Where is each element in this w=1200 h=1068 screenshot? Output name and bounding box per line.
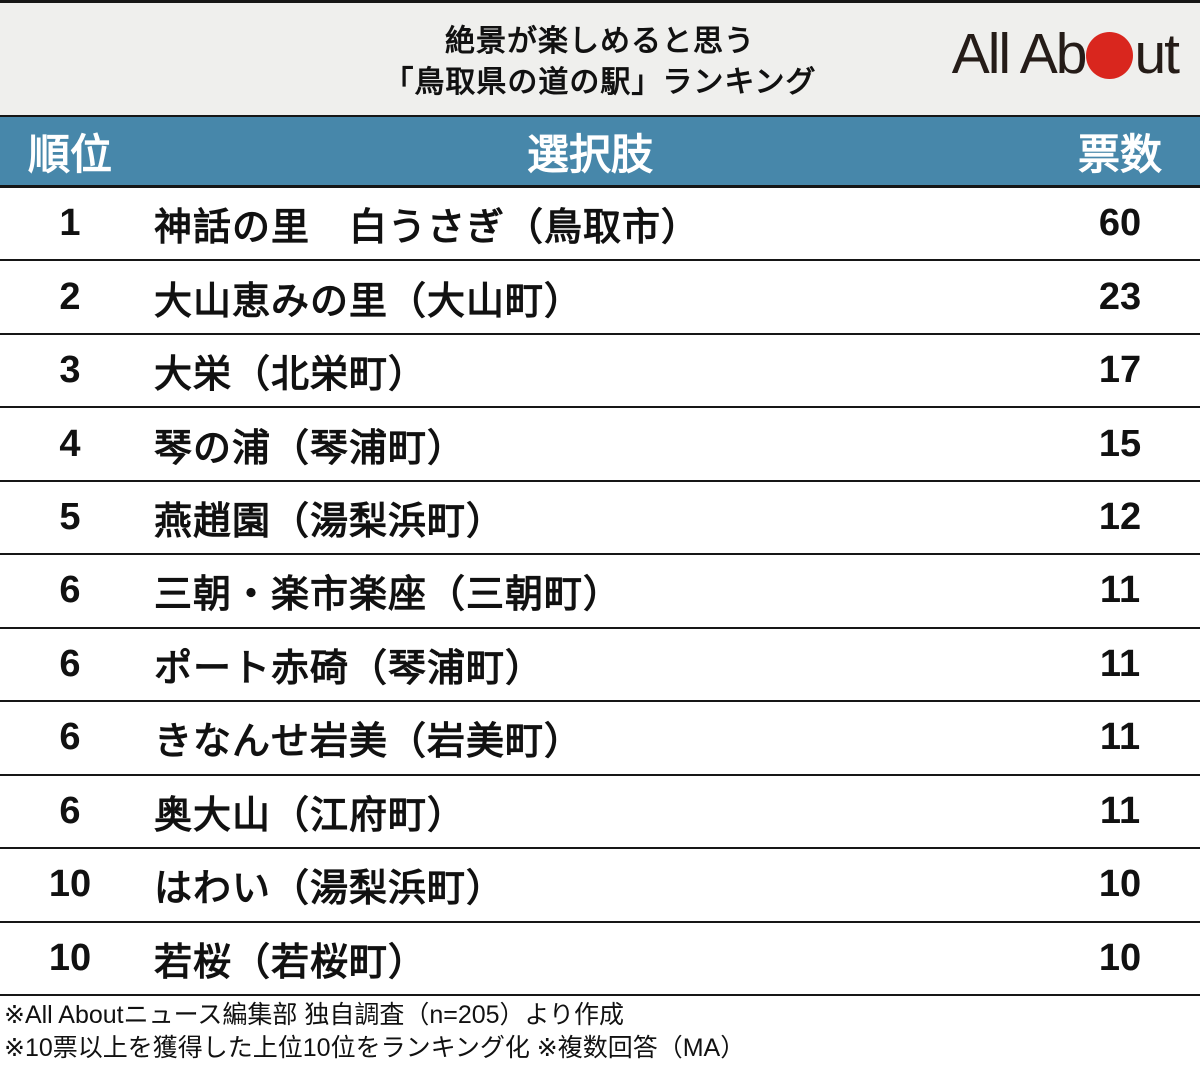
votes-cell: 11	[1099, 569, 1141, 612]
table-row: 1 神話の里 白うさぎ（鳥取市） 60	[0, 188, 1200, 262]
rank-cell: 6	[59, 569, 81, 612]
rank-cell: 3	[59, 349, 81, 392]
table-row: 6 ポート赤碕（琴浦町） 11	[0, 628, 1200, 703]
table-row: 3 大栄（北栄町） 17	[0, 334, 1200, 409]
footnote-source: ※All Aboutニュース編集部 独自調査（n=205）より作成	[4, 1001, 625, 1029]
table-row: 10 若桜（若桜町） 10	[0, 922, 1200, 994]
all-about-logo: All Ab ut	[951, 22, 1180, 86]
page-title-line2: 「鳥取県の道の駅」ランキング	[383, 66, 817, 99]
footnote-method: ※10票以上を獲得した上位10位をランキング化 ※複数回答（MA）	[4, 1034, 746, 1062]
choice-cell: 神話の里 白うさぎ（鳥取市）	[154, 207, 701, 250]
votes-cell: 23	[1098, 275, 1142, 318]
table-row: 2 大山恵みの里（大山町） 23	[0, 261, 1200, 335]
rank-cell: 6	[59, 789, 81, 832]
choice-cell: 琴の浦（琴浦町）	[154, 427, 467, 470]
ranking-table-body: 1 神話の里 白うさぎ（鳥取市） 60 2 大山恵みの里（大山町） 23 3 大…	[0, 188, 1200, 994]
rank-cell: 10	[48, 936, 92, 979]
page-title-line1: 絶景が楽しめると思う	[445, 25, 755, 58]
votes-cell: 15	[1098, 422, 1142, 465]
column-header-votes: 票数	[1077, 130, 1162, 178]
rank-cell: 1	[59, 202, 81, 245]
table-row: 6 三朝・楽市楽座（三朝町） 11	[0, 555, 1200, 629]
page-title: 絶景が楽しめると思う 「鳥取県の道の駅」ランキング	[0, 21, 1200, 103]
votes-cell: 10	[1098, 936, 1142, 979]
table-row: 6 奥大山（江府町） 11	[0, 775, 1200, 850]
votes-cell: 11	[1099, 716, 1141, 759]
column-header-choice: 選択肢	[526, 130, 653, 178]
votes-cell: 60	[1098, 202, 1142, 245]
table-row: 10 はわい（湯梨浜町） 10	[0, 849, 1200, 923]
choice-cell: 大栄（北栄町）	[154, 354, 428, 397]
votes-cell: 17	[1098, 349, 1142, 392]
choice-cell: 燕趙園（湯梨浜町）	[154, 501, 506, 544]
logo-text-right: ut	[1134, 22, 1180, 86]
table-row: 5 燕趙園（湯梨浜町） 12	[0, 481, 1200, 556]
rank-cell: 10	[48, 863, 92, 906]
table-header: 順位 選択肢 票数	[0, 115, 1200, 188]
footnotes: ※All Aboutニュース編集部 独自調査（n=205）より作成 ※10票以上…	[0, 994, 1200, 1068]
infographic-header: 絶景が楽しめると思う 「鳥取県の道の駅」ランキング All Ab ut	[0, 0, 1200, 115]
table-row: 4 琴の浦（琴浦町） 15	[0, 408, 1200, 482]
rank-cell: 2	[59, 275, 81, 318]
rank-cell: 4	[59, 422, 81, 465]
logo-text-left: All Ab	[951, 22, 1088, 86]
votes-cell: 11	[1099, 642, 1141, 685]
choice-cell: 大山恵みの里（大山町）	[154, 280, 584, 323]
votes-cell: 12	[1098, 496, 1142, 539]
votes-cell: 11	[1099, 789, 1141, 832]
choice-cell: 三朝・楽市楽座（三朝町）	[154, 574, 623, 617]
choice-cell: ポート赤碕（琴浦町）	[154, 647, 545, 690]
choice-cell: きなんせ岩美（岩美町）	[154, 721, 584, 764]
choice-cell: 奥大山（江府町）	[154, 794, 467, 837]
rank-cell: 6	[59, 716, 81, 759]
logo-red-dot-icon	[1086, 32, 1134, 79]
votes-cell: 10	[1098, 863, 1142, 906]
table-row: 6 きなんせ岩美（岩美町） 11	[0, 702, 1200, 776]
choice-cell: 若桜（若桜町）	[154, 941, 428, 984]
rank-cell: 5	[59, 496, 81, 539]
choice-cell: はわい（湯梨浜町）	[154, 868, 506, 911]
column-header-rank: 順位	[27, 130, 112, 178]
rank-cell: 6	[59, 642, 81, 685]
